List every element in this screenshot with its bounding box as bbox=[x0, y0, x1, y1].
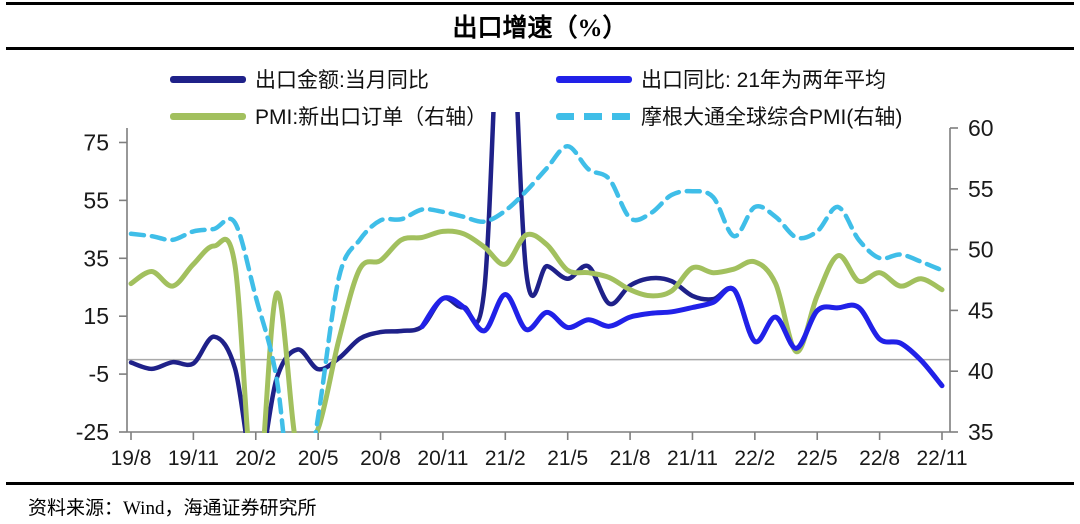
svg-text:40: 40 bbox=[968, 358, 994, 384]
svg-text:60: 60 bbox=[968, 115, 994, 141]
svg-text:50: 50 bbox=[968, 237, 994, 263]
legend-label: 出口金额:当月同比 bbox=[255, 69, 429, 92]
legend-item-export-yoy-2yr-avg: 出口同比: 21年为两年平均 bbox=[556, 66, 886, 92]
svg-text:-5: -5 bbox=[89, 361, 109, 387]
svg-text:20/2: 20/2 bbox=[235, 447, 276, 470]
svg-text:21/2: 21/2 bbox=[485, 447, 526, 470]
svg-text:19/11: 19/11 bbox=[168, 447, 219, 470]
chart-title: 出口增速（%） bbox=[452, 15, 628, 42]
source-note: 资料来源：Wind，海通证券研究所 bbox=[28, 498, 317, 519]
svg-text:21/11: 21/11 bbox=[667, 447, 718, 470]
svg-text:22/5: 22/5 bbox=[797, 447, 838, 470]
svg-text:22/2: 22/2 bbox=[734, 447, 775, 470]
top-border-line bbox=[6, 2, 1074, 5]
svg-text:55: 55 bbox=[83, 187, 109, 213]
svg-text:75: 75 bbox=[83, 129, 109, 155]
bottom-border-line bbox=[6, 482, 1074, 485]
svg-text:22/8: 22/8 bbox=[859, 447, 900, 470]
chart-title-bar: 出口增速（%） bbox=[0, 8, 1080, 44]
title-divider-line bbox=[6, 47, 1074, 50]
legend-label: 摩根大通全球综合PMI(右轴) bbox=[641, 106, 903, 129]
svg-text:35: 35 bbox=[83, 245, 109, 271]
cyan-dashed-swatch bbox=[556, 112, 632, 120]
legend-item-jpm-global-composite-pmi: 摩根大通全球综合PMI(右轴) bbox=[556, 103, 902, 129]
svg-text:20/11: 20/11 bbox=[417, 447, 468, 470]
legend-label: PMI:新出口订单（右轴） bbox=[255, 106, 488, 129]
legend-label: 出口同比: 21年为两年平均 bbox=[641, 69, 887, 92]
svg-text:21/8: 21/8 bbox=[610, 447, 651, 470]
svg-text:35: 35 bbox=[968, 419, 994, 445]
blue-line-swatch bbox=[556, 75, 632, 83]
svg-text:15: 15 bbox=[83, 303, 109, 329]
svg-text:45: 45 bbox=[968, 297, 994, 323]
green-line-swatch bbox=[170, 112, 246, 120]
svg-text:22/11: 22/11 bbox=[917, 447, 968, 470]
legend-item-export-value-yoy: 出口金额:当月同比 bbox=[170, 66, 429, 92]
svg-text:19/8: 19/8 bbox=[111, 447, 152, 470]
svg-text:-25: -25 bbox=[76, 419, 109, 445]
navy-line-swatch bbox=[170, 75, 246, 83]
svg-text:20/5: 20/5 bbox=[298, 447, 339, 470]
svg-text:21/5: 21/5 bbox=[547, 447, 588, 470]
svg-text:20/8: 20/8 bbox=[360, 447, 401, 470]
legend-item-pmi-new-export-orders: PMI:新出口订单（右轴） bbox=[170, 103, 487, 129]
svg-text:55: 55 bbox=[968, 176, 994, 202]
